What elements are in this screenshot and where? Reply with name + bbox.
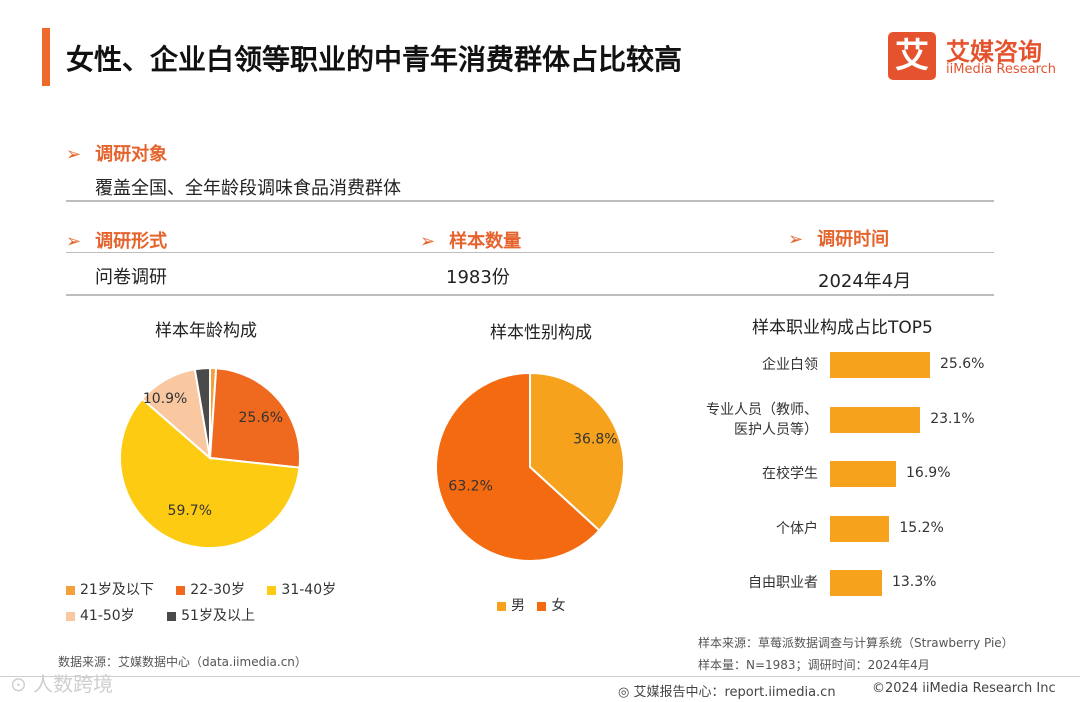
title-accent-bar (42, 28, 50, 86)
bar-3 (830, 515, 890, 542)
occupation-chart-title: 样本职业构成占比TOP5 (752, 318, 933, 338)
gender-legend: 男 女 (497, 595, 583, 615)
pie-slice-4 (193, 366, 211, 459)
bar-0 (830, 352, 930, 378)
pie-label-3: 10.9% (143, 391, 187, 407)
pie-label-0: 1.1% (222, 340, 258, 342)
pie-slice-2 (119, 397, 301, 549)
divider (66, 252, 994, 253)
survey-form-heading: ➢ 调研形式 (66, 231, 168, 252)
bar-value-label: 23.1% (930, 410, 975, 427)
legend-item: 51岁及以上 (167, 605, 255, 625)
data-source-note: 数据来源：艾媒数据中心（data.iimedia.cn） (58, 655, 307, 669)
legend-item: 女 (537, 595, 565, 615)
legend-item: 21岁及以下 (66, 579, 154, 599)
bar-value-label: 25.6% (940, 356, 985, 372)
arrow-icon: ➢ (66, 231, 82, 252)
pie-slice-1 (435, 371, 601, 562)
legend-item: 41-50岁 (66, 605, 135, 625)
age-pie-chart: 1.1% 25.6% 59.7% 10.9% 2.7% (119, 340, 301, 549)
pie-label-1: 63.2% (448, 478, 492, 494)
survey-time-heading: ➢ 调研时间 (788, 229, 890, 250)
arrow-icon: ➢ (788, 229, 804, 250)
footer-report-center[interactable]: ◎ 艾媒报告中心：report.iimedia.cn (618, 685, 836, 700)
gender-pie-chart: 36.8% 63.2% (435, 371, 625, 562)
survey-form-value: 问卷调研 (95, 267, 167, 288)
age-legend-row-1: 21岁及以下 22-30岁 31-40岁 (66, 579, 354, 599)
pie-label-4: 2.7% (171, 340, 207, 342)
pie-slice-0 (529, 371, 625, 532)
age-legend-row-2: 41-50岁 51岁及以上 (66, 605, 273, 625)
arrow-icon: ➢ (420, 231, 436, 252)
survey-time-value: 2024年4月 (818, 271, 912, 292)
legend-item: 31-40岁 (267, 579, 336, 599)
footer-copyright: ©2024 iiMedia Research Inc (872, 681, 1056, 696)
survey-object-value: 覆盖全国、全年龄段调味食品消费群体 (95, 178, 401, 199)
survey-object-heading: ➢ 调研对象 (66, 144, 168, 165)
divider (66, 294, 994, 296)
bar-category-label: 自由职业者 (748, 575, 818, 591)
sample-meta-note: 样本量：N=1983；调研时间：2024年4月 (698, 658, 930, 672)
bar-category-label: 在校学生 (762, 466, 818, 482)
bar-category-label: 个体户 (776, 520, 818, 537)
footer-divider (0, 676, 1080, 677)
occupation-bar-chart: 企业白领 25.6% 专业人员（教师、 医护人员等） 23.1% 在校学生 16.9% 个体户… (660, 352, 1060, 622)
bar-category-label: 企业白领 (762, 357, 818, 373)
bar-value-label: 13.3% (891, 574, 937, 590)
sample-size-heading: ➢ 样本数量 (420, 231, 522, 252)
bar-4 (830, 570, 882, 596)
legend-item: 22-30岁 (176, 579, 245, 599)
age-chart-title: 样本年龄构成 (155, 321, 257, 341)
sample-source-note: 样本来源：草莓派数据调查与计算系统（Strawberry Pie） (698, 636, 1014, 650)
logo-text-en: iiMedia Research (946, 62, 1057, 77)
pie-label-2: 59.7% (168, 503, 212, 519)
bar-category-label: 专业人员（教师、 医护人员等） (706, 401, 818, 438)
watermark: ⊙ 人数跨境 (10, 672, 114, 696)
pie-label-1: 25.6% (239, 410, 283, 426)
divider (66, 200, 994, 202)
globe-icon: ◎ (618, 685, 630, 700)
bar-2 (830, 461, 897, 487)
bar-value-label: 15.2% (899, 519, 944, 536)
legend-item: 男 (497, 595, 525, 615)
watermark-logo-icon: ⊙ (10, 672, 27, 696)
gender-chart-title: 样本性别构成 (490, 323, 592, 343)
bar-1 (830, 406, 921, 433)
pie-slice-1 (208, 367, 301, 469)
arrow-icon: ➢ (66, 144, 82, 165)
bar-value-label: 16.9% (906, 465, 951, 481)
pie-label-0: 36.8% (573, 432, 617, 448)
page-title: 女性、企业白领等职业的中青年消费群体占比较高 (66, 43, 683, 76)
logo-text-cn: 艾媒咨询 (946, 38, 1042, 66)
sample-size-value: 1983份 (446, 267, 510, 288)
logo-icon: 艾 (888, 32, 936, 80)
